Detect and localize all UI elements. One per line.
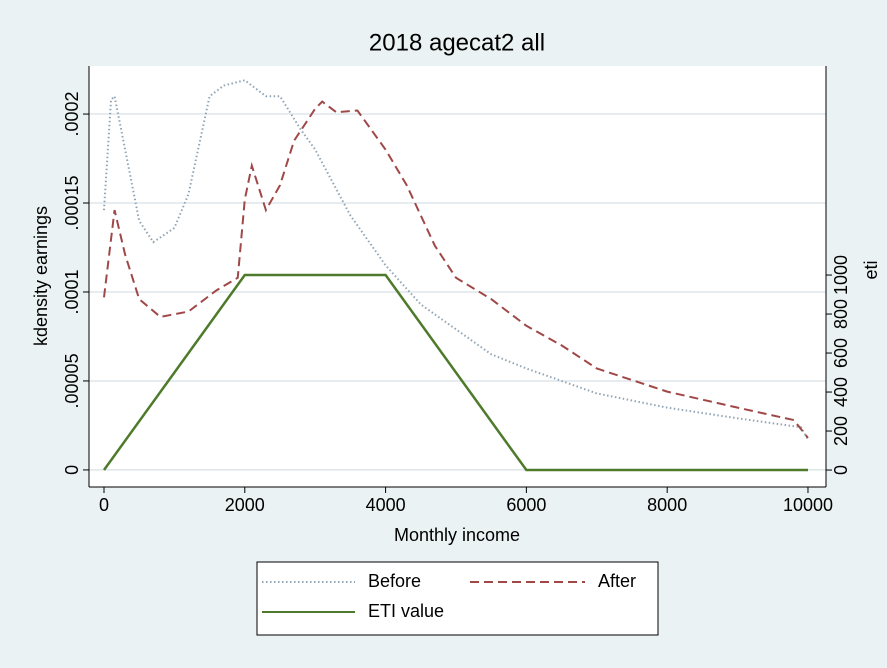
y2-tick-label: 200 [831, 416, 851, 446]
x-tick-label: 8000 [647, 495, 687, 515]
y2-axis-label: eti [861, 260, 881, 279]
y-tick-label: .0001 [62, 269, 82, 314]
x-axis-label: Monthly income [394, 525, 520, 545]
legend-label: After [598, 571, 636, 591]
chart-title: 2018 agecat2 all [369, 29, 545, 56]
y2-tick-label: 0 [831, 465, 851, 475]
legend [256, 561, 659, 636]
series-line [103, 100, 809, 439]
x-tick-label: 4000 [366, 495, 406, 515]
y-tick-label: .00005 [62, 353, 82, 408]
y-axis-label: kdensity earnings [31, 206, 51, 346]
x-tick-label: 2000 [225, 495, 265, 515]
series-line [102, 273, 808, 472]
x-tick-label: 0 [99, 495, 109, 515]
y2-tick-label: 400 [831, 377, 851, 407]
legend-label: ETI value [368, 601, 444, 621]
y2-tick-label: 1000 [831, 255, 851, 295]
series-line [102, 79, 809, 441]
y2-tick-label: 600 [831, 338, 851, 368]
legend-label: Before [368, 571, 421, 591]
y-tick-label: .00015 [62, 175, 82, 230]
y2-tick-label: 800 [831, 299, 851, 329]
y-tick-label: .0002 [62, 92, 82, 137]
x-tick-label: 6000 [506, 495, 546, 515]
y-tick-label: 0 [62, 465, 82, 475]
plot-area [89, 66, 826, 487]
x-tick-label: 10000 [783, 495, 833, 515]
